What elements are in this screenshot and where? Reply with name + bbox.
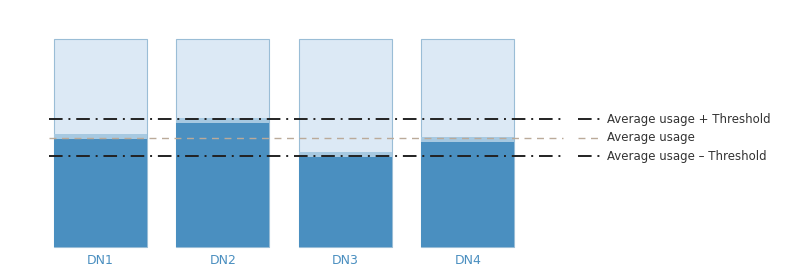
- Bar: [177, 118, 270, 123]
- Bar: [421, 137, 514, 142]
- Text: Average usage: Average usage: [608, 131, 695, 144]
- Bar: [177, 39, 270, 247]
- Bar: [177, 118, 270, 247]
- Bar: [421, 137, 514, 247]
- Bar: [421, 39, 514, 247]
- Bar: [54, 134, 147, 139]
- Text: DN4: DN4: [454, 254, 481, 267]
- Text: DN1: DN1: [87, 254, 114, 267]
- Bar: [54, 134, 147, 247]
- Bar: [299, 152, 392, 157]
- Text: Average usage + Threshold: Average usage + Threshold: [608, 113, 771, 126]
- Text: DN3: DN3: [332, 254, 359, 267]
- Bar: [299, 39, 392, 247]
- Bar: [54, 39, 147, 247]
- Text: DN2: DN2: [210, 254, 237, 267]
- Text: Average usage – Threshold: Average usage – Threshold: [608, 150, 767, 163]
- Bar: [299, 152, 392, 247]
